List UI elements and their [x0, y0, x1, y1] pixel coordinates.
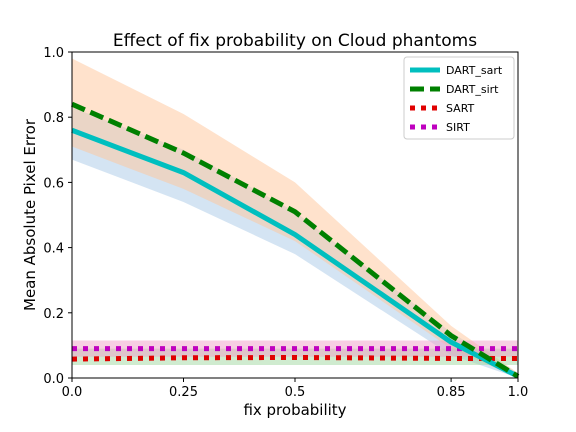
legend: DART_sart DART_sirt SART SIRT — [403, 56, 515, 140]
y-axis-ticks: 0.0 0.2 0.4 0.6 0.8 1.0 — [43, 46, 72, 387]
legend-label: DART_sart — [446, 64, 503, 77]
x-tick-label: 0.0 — [62, 385, 83, 400]
x-tick-label: 1.0 — [508, 385, 529, 400]
y-tick-label: 0.0 — [43, 372, 64, 387]
x-tick-label: 0.25 — [169, 385, 198, 400]
series-lines — [70, 101, 520, 379]
x-tick-label: 0.5 — [285, 385, 306, 400]
legend-label: SART — [446, 102, 475, 115]
x-axis-label: fix probability — [243, 401, 346, 419]
y-tick-label: 0.2 — [43, 307, 64, 322]
line-sart — [71, 354, 518, 362]
y-tick-label: 1.0 — [43, 46, 64, 61]
y-axis-label: Mean Absolute Pixel Error — [21, 118, 39, 311]
legend-label: DART_sirt — [446, 83, 499, 96]
line-dart-sirt — [70, 101, 520, 379]
legend-box — [403, 56, 515, 140]
y-tick-label: 0.4 — [43, 242, 64, 257]
chart-title: Effect of fix probability on Cloud phant… — [113, 31, 477, 51]
y-tick-label: 0.6 — [43, 176, 64, 191]
x-tick-label: 0.85 — [437, 385, 466, 400]
legend-label: SIRT — [446, 121, 470, 134]
x-axis-ticks: 0.0 0.25 0.5 0.85 1.0 — [62, 378, 529, 400]
line-dart-sart — [71, 127, 520, 379]
y-tick-label: 0.8 — [43, 111, 64, 126]
